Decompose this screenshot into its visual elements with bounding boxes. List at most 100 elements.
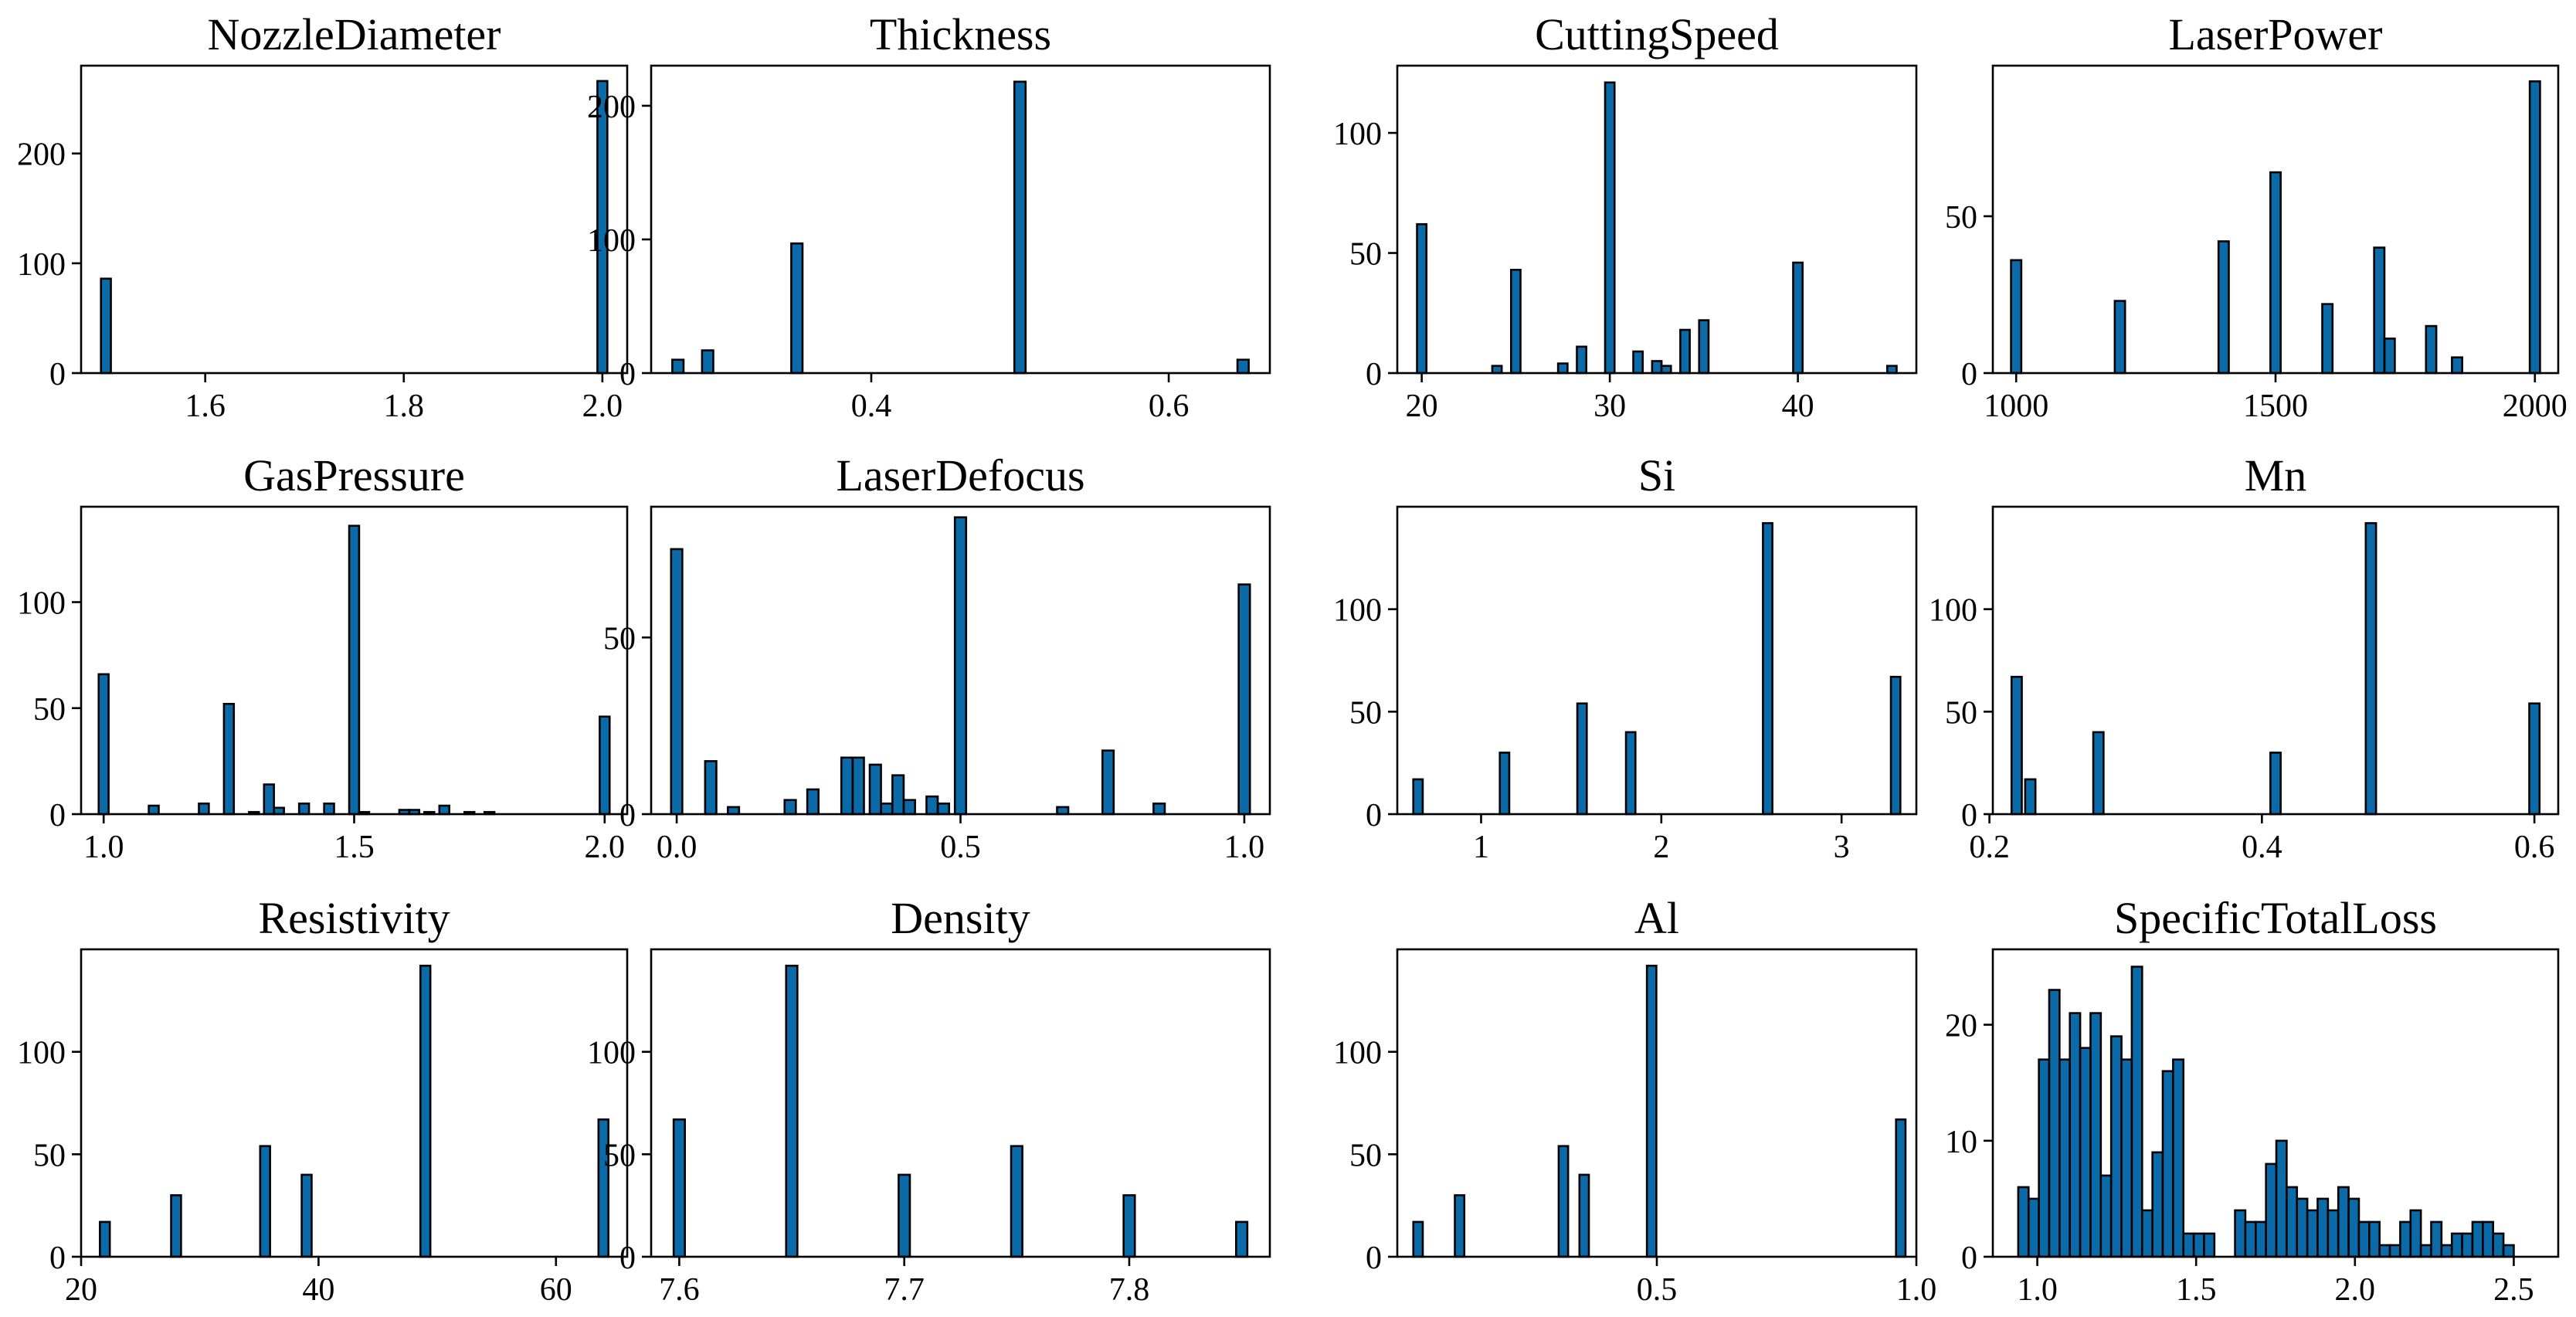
y-tick-label: 0 xyxy=(619,798,636,833)
axes-frame xyxy=(650,64,1271,375)
histogram-bar xyxy=(2502,1244,2515,1258)
y-tick-label: 0 xyxy=(1366,357,1382,392)
histogram-bar xyxy=(1578,1173,1590,1258)
histogram-bar xyxy=(2120,1058,2133,1258)
histogram-bar xyxy=(1454,1194,1466,1258)
x-tick-label: 2.0 xyxy=(582,389,623,424)
histogram-bar xyxy=(806,788,820,816)
histogram-bar xyxy=(2528,80,2541,375)
x-tick-label: 1.8 xyxy=(384,389,425,424)
histogram-bar xyxy=(2327,1209,2340,1258)
chart-title: Resistivity xyxy=(258,893,450,943)
histogram-bar xyxy=(438,804,450,816)
histogram-bar xyxy=(2265,1163,2278,1258)
histogram-bar xyxy=(2027,1197,2040,1258)
histogram-bar xyxy=(2337,1186,2350,1258)
chart-title: Si xyxy=(1638,450,1675,501)
x-tick-label: 2000 xyxy=(2503,389,2568,424)
x-tick-label: 1 xyxy=(1473,830,1489,865)
y-tick-label: 100 xyxy=(1333,117,1382,152)
histogram-bar xyxy=(300,1173,313,1258)
histogram-bar xyxy=(1651,360,1663,375)
histogram-bar xyxy=(840,756,854,816)
histogram-bar xyxy=(2038,1058,2051,1258)
histogram-bar xyxy=(2440,1244,2453,1258)
x-tick-label: 1.5 xyxy=(2176,1272,2217,1308)
histogram-bar xyxy=(704,760,718,816)
x-tick-label: 0.6 xyxy=(2514,830,2555,865)
chart-title: Al xyxy=(1634,893,1679,943)
histogram-bar xyxy=(2203,1232,2216,1258)
histogram-bar xyxy=(2192,1232,2205,1258)
histogram-bar xyxy=(1576,702,1588,816)
histogram-bar xyxy=(2140,1209,2153,1258)
chart-title: Thickness xyxy=(870,9,1051,59)
histogram-bar xyxy=(1895,1118,1907,1258)
histogram-bar xyxy=(701,349,714,375)
chart-title: CuttingSpeed xyxy=(1535,9,1779,59)
histogram-thickness: Thickness 0.4 0.6 0 100 200 xyxy=(587,9,1271,424)
histogram-bar xyxy=(1056,806,1070,816)
histogram-bar xyxy=(1557,1145,1570,1258)
y-tick-label: 200 xyxy=(587,90,636,125)
y-tick-label: 10 xyxy=(1945,1125,1977,1160)
histogram-bar xyxy=(2217,240,2230,375)
x-tick-label: 0.5 xyxy=(1637,1272,1678,1308)
histogram-bar xyxy=(2069,1012,2082,1258)
histogram-bar xyxy=(1698,319,1710,375)
histogram-bar xyxy=(2092,731,2105,816)
histogram-bar xyxy=(1236,358,1250,375)
histogram-resistivity: Resistivity 20 40 60 0 50 100 xyxy=(17,893,629,1308)
histogram-bar xyxy=(1624,731,1637,816)
histogram-bar xyxy=(2269,171,2282,375)
histogram-bar xyxy=(1632,350,1644,375)
y-tick-label: 0 xyxy=(1366,1241,1382,1276)
histogram-bar xyxy=(2425,324,2438,375)
x-tick-label: 20 xyxy=(65,1272,97,1308)
histogram-bar xyxy=(880,802,894,816)
histogram-bar xyxy=(198,802,210,816)
histogram-bar xyxy=(2244,1220,2257,1258)
histogram-bar xyxy=(671,358,685,375)
x-tick-label: 1000 xyxy=(1984,389,2048,424)
y-tick-label: 50 xyxy=(1945,695,1977,731)
axes-frame xyxy=(1396,505,1918,816)
x-tick-label: 1500 xyxy=(2243,389,2308,424)
histogram-bar xyxy=(2109,1035,2123,1258)
histogram-bar xyxy=(925,795,939,816)
histogram-bar xyxy=(2471,1220,2484,1258)
x-tick-label: 40 xyxy=(1782,389,1814,424)
y-tick-label: 100 xyxy=(1333,593,1382,629)
histogram-bar xyxy=(1412,1220,1424,1258)
histogram-bar xyxy=(259,1145,271,1258)
y-tick-label: 100 xyxy=(587,1036,636,1071)
x-tick-label: 7.6 xyxy=(659,1272,700,1308)
histogram-bar xyxy=(1792,261,1804,375)
histogram-bar xyxy=(2113,300,2126,375)
histogram-bar xyxy=(2430,1220,2443,1258)
histogram-laser-defocus: LaserDefocus 0.0 0.5 1.0 0 50 xyxy=(603,450,1271,865)
x-tick-label: 2 xyxy=(1653,830,1669,865)
histogram-bar xyxy=(2316,1197,2330,1258)
histogram-bar xyxy=(222,702,236,816)
x-tick-label: 2.0 xyxy=(2335,1272,2376,1308)
axes-frame xyxy=(1396,64,1918,375)
histogram-bar xyxy=(1679,328,1691,375)
x-tick-label: 1.0 xyxy=(1896,1272,1937,1308)
histogram-bar xyxy=(2482,1220,2495,1258)
histogram-bar xyxy=(2017,1186,2030,1258)
y-tick-label: 0 xyxy=(49,798,66,833)
y-tick-label: 50 xyxy=(603,1138,636,1173)
histogram-bar xyxy=(1604,81,1616,375)
x-tick-label: 0.2 xyxy=(1969,830,2010,865)
histogram-bar xyxy=(170,1194,182,1258)
y-tick-label: 50 xyxy=(1349,695,1382,731)
histogram-bar xyxy=(785,964,799,1258)
y-tick-label: 100 xyxy=(17,586,66,622)
x-tick-label: 40 xyxy=(302,1272,334,1308)
y-tick-label: 0 xyxy=(49,357,66,392)
histogram-bar xyxy=(2182,1232,2195,1258)
x-tick-label: 20 xyxy=(1406,389,1438,424)
histogram-bar xyxy=(783,799,797,816)
y-tick-label: 50 xyxy=(33,1138,66,1173)
